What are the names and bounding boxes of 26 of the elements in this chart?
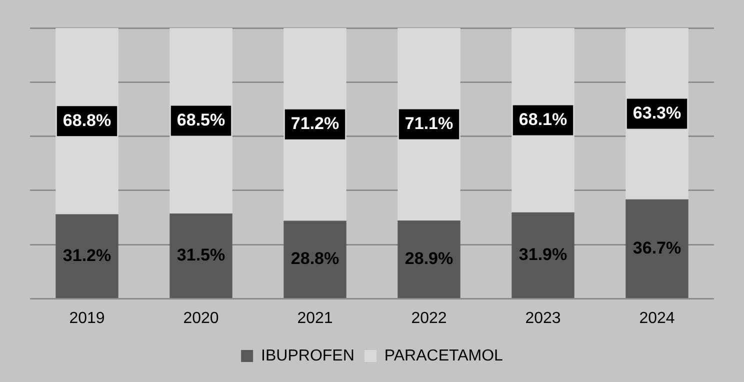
bar — [56, 214, 118, 298]
bar — [398, 220, 460, 298]
x-tick-label: 2020 — [183, 310, 219, 327]
x-tick-label: 2024 — [639, 310, 675, 327]
bar — [512, 212, 574, 298]
legend-label: PARACETAMOL — [384, 347, 504, 364]
x-tick-label: 2022 — [411, 310, 447, 327]
x-tick-label: 2019 — [69, 310, 105, 327]
legend-label: IBUPROFEN — [261, 347, 354, 364]
bar — [170, 214, 232, 298]
data-label: 68.8% — [62, 110, 112, 130]
x-tick-label: 2021 — [297, 310, 333, 327]
data-label: 68.5% — [176, 110, 226, 130]
data-label: 31.2% — [62, 246, 112, 265]
x-tick-label: 2023 — [525, 310, 561, 327]
data-label: 28.8% — [290, 249, 340, 268]
data-label: 68.1% — [518, 110, 568, 129]
bar — [626, 199, 688, 298]
data-label: 71.1% — [404, 114, 454, 133]
data-label: 28.9% — [404, 248, 454, 268]
data-label: 31.9% — [518, 244, 568, 264]
data-label: 63.3% — [632, 103, 682, 122]
data-label: 71.2% — [290, 114, 340, 134]
bar — [284, 220, 346, 298]
data-label: 31.5% — [176, 245, 226, 264]
data-label: 36.7% — [632, 238, 682, 258]
